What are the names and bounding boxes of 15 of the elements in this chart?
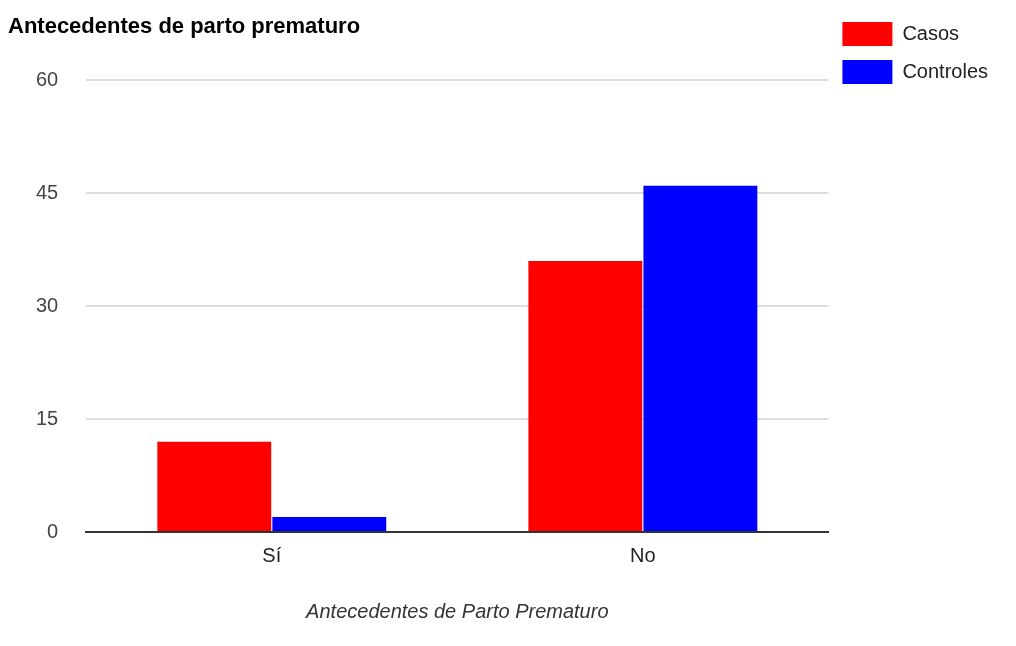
bar [643, 185, 758, 531]
legend-label: Controles [902, 59, 989, 82]
bar [157, 441, 272, 531]
y-tick-label: 15 [36, 406, 59, 429]
legend-label: Casos [902, 21, 960, 44]
y-tick-label: 30 [36, 293, 59, 316]
x-axis-title: Antecedentes de Parto Prematuro [305, 599, 609, 622]
y-tick-label: 0 [47, 519, 59, 542]
chart-title: Antecedentes de parto prematuro [8, 13, 361, 39]
y-tick-label: 45 [36, 180, 59, 203]
y-tick-label: 60 [36, 67, 59, 90]
bar [528, 261, 643, 531]
x-tick-label: No [630, 543, 656, 566]
x-tick-label: Sí [262, 543, 282, 566]
bar [272, 516, 387, 531]
